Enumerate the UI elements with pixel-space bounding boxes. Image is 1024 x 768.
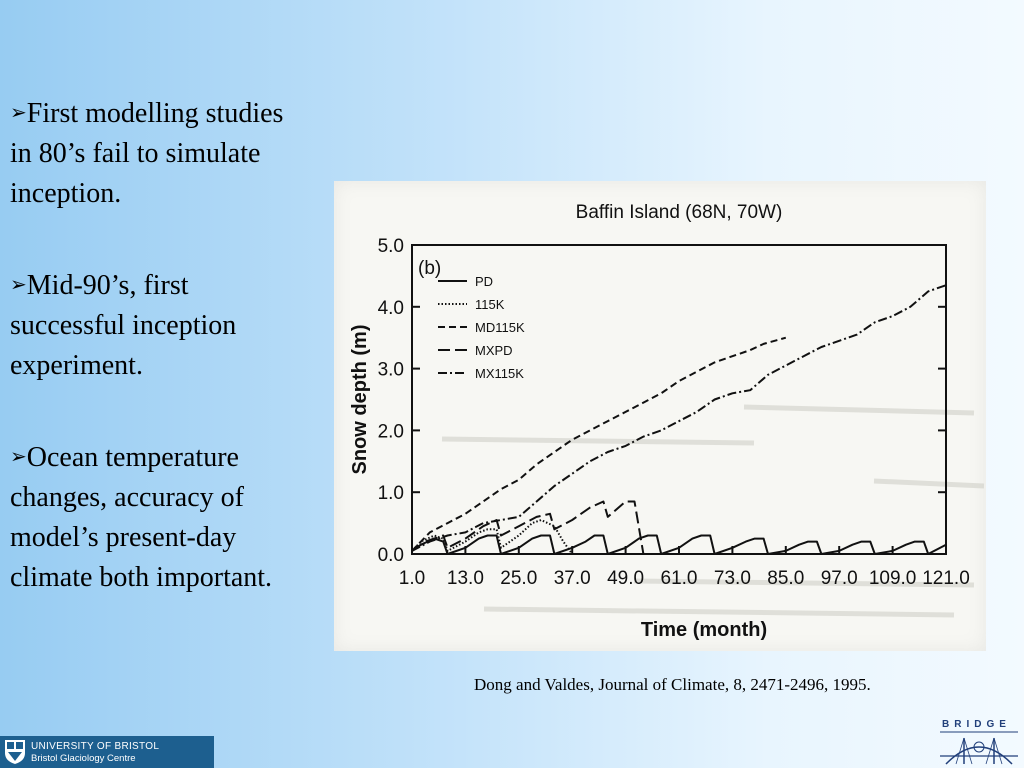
y-tick-label: 1.0 [378,483,404,504]
x-tick-label: 73.0 [714,568,751,589]
scan-artifact [441,436,755,446]
bridge-logo: BRIDGE [936,716,1022,766]
x-tick-label: 85.0 [767,568,804,589]
series-line-115k [411,519,574,555]
university-logo: UNIVERSITY OF BRISTOL Bristol Glaciology… [0,736,214,768]
y-tick-label: 3.0 [378,360,404,381]
y-tick-label: 2.0 [378,421,404,442]
chart-figure: Baffin Island (68N, 70W) (b) 0.0 1.0 2.0 3.0 4… [334,181,986,651]
x-tick-label: 97.0 [821,568,858,589]
x-tick-label: 49.0 [607,568,644,589]
bridge-icon [940,731,1018,765]
series-line-mxpd [411,500,679,555]
x-tick-label: 1.0 [399,568,425,589]
series-line-md115k [411,336,787,552]
x-tick-label: 37.0 [554,568,591,589]
scan-artifact [743,404,975,416]
bullet-item: ➢Mid-90’s, first successful inception ex… [10,264,310,386]
bridge-logo-text: BRIDGE [942,719,1011,730]
y-axis-label: Snow depth (m) [349,325,371,475]
y-tick-label: 4.0 [378,298,404,319]
x-tick-label: 109.0 [869,568,917,589]
legend-label: MX115K [475,366,524,381]
series-line-mx115k [411,284,947,552]
series-line-pd [411,534,947,555]
university-name: UNIVERSITY OF BRISTOL [31,741,160,752]
citation: Dong and Valdes, Journal of Climate, 8, … [474,675,871,694]
bullet-item: ➢Ocean temperature changes, accuracy of … [10,436,310,598]
snow-depth-chart: Baffin Island (68N, 70W)(b)0.01.02.03.04… [349,202,985,641]
bullet-list: ➢First modelling studies in 80’s fail to… [10,92,310,648]
x-axis-label: Time (month) [641,619,767,641]
chart-title: Baffin Island (68N, 70W) [576,202,783,223]
crest-icon [5,740,25,764]
x-tick-label: 61.0 [661,568,698,589]
legend-label: 115K [475,297,505,312]
centre-name: Bristol Glaciology Centre [31,753,136,764]
legend-label: MXPD [475,343,513,358]
bullet-item: ➢First modelling studies in 80’s fail to… [10,92,310,214]
arrow-bullet-icon: ➢ [10,100,27,124]
panel-label: (b) [418,258,441,279]
scan-artifact [483,606,955,618]
x-tick-label: 121.0 [922,568,970,589]
plot-frame [411,244,947,555]
legend-label: MD115K [475,320,525,335]
arrow-bullet-icon: ➢ [10,444,27,468]
y-tick-label: 5.0 [378,236,404,257]
legend-label: PD [475,274,493,289]
arrow-bullet-icon: ➢ [10,272,27,296]
x-tick-label: 25.0 [500,568,537,589]
scan-artifact [633,578,975,588]
y-tick-label: 0.0 [378,545,404,566]
bullet-text: Ocean temperature changes, accuracy of m… [10,442,273,593]
scan-artifact [873,478,985,489]
x-tick-label: 13.0 [447,568,484,589]
bullet-text: First modelling studies in 80’s fail to … [10,98,284,209]
bullet-text: Mid-90’s, first successful inception exp… [10,270,237,381]
